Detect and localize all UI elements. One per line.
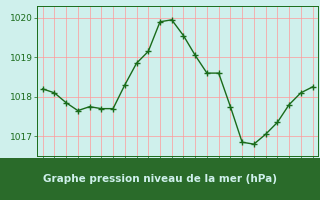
Text: Graphe pression niveau de la mer (hPa): Graphe pression niveau de la mer (hPa) <box>43 174 277 184</box>
